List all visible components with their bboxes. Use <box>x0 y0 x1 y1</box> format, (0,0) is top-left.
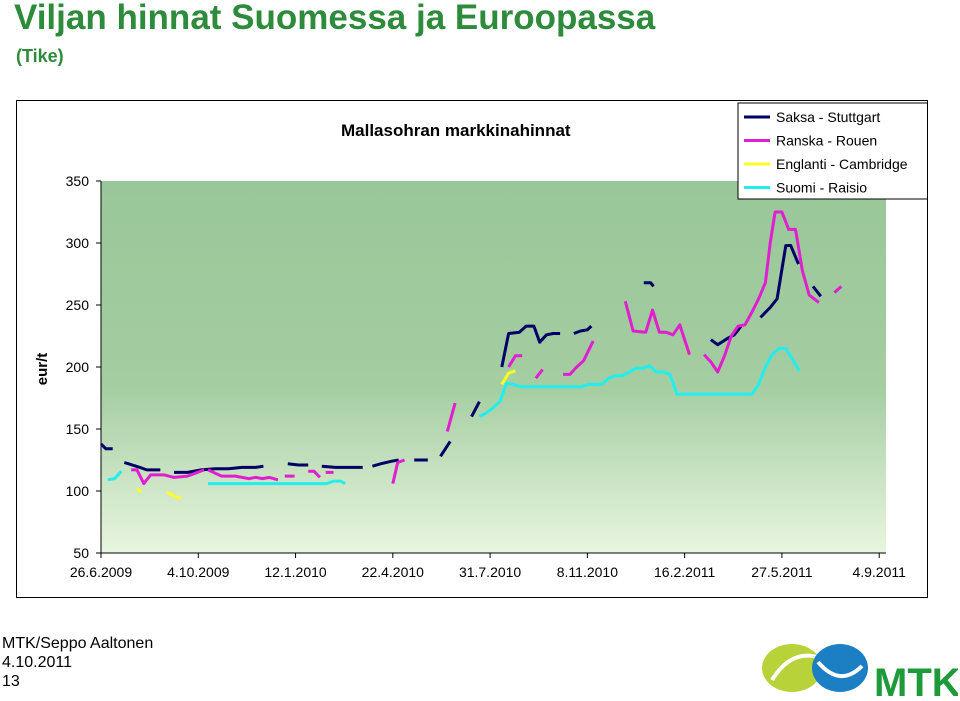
legend-box <box>737 102 927 200</box>
legend-entry: Englanti - Cambridge <box>776 156 908 172</box>
legend-entry: Suomi - Raisio <box>776 180 867 196</box>
series-line-segment <box>507 354 523 368</box>
x-tick-label: 22.4.2010 <box>362 564 424 580</box>
x-tick-label: 4.10.2009 <box>167 564 229 580</box>
series-line-segment <box>534 368 544 380</box>
series-line-segment <box>207 468 279 482</box>
series-line-segment <box>833 285 843 294</box>
y-tick-label: 200 <box>66 359 90 375</box>
x-tick-label: 4.9.2011 <box>852 564 906 580</box>
x-tick-label: 26.6.2009 <box>70 564 132 580</box>
series-line-segment <box>174 464 264 474</box>
legend-entry: Ranska - Rouen <box>776 133 877 149</box>
series-line-segment <box>107 470 123 482</box>
series-line-segment <box>470 401 481 418</box>
logo-text: MTK <box>874 661 958 700</box>
y-axis-label: eur/t <box>34 353 51 386</box>
series-line-segment <box>702 210 820 374</box>
series-line-segment <box>759 244 800 319</box>
slide-title: Viljan hinnat Suomessa ja Euroopassa <box>14 0 656 37</box>
slide-subtitle: (Tike) <box>16 46 64 66</box>
footer: MTK/Seppo Aaltonen 4.10.2011 13 <box>2 634 153 691</box>
y-tick-label: 250 <box>66 297 90 313</box>
y-tick-label: 150 <box>66 421 90 437</box>
series-line-segment <box>131 468 205 486</box>
series-line-segment <box>135 487 142 494</box>
plot-area <box>101 181 886 553</box>
x-tick-label: 12.1.2010 <box>264 564 326 580</box>
x-tick-label: 16.2.2011 <box>654 564 715 580</box>
series-line-segment <box>811 285 822 298</box>
series-ranska-rouen <box>131 210 843 486</box>
series-line-segment <box>391 458 406 484</box>
x-tick-label: 8.11.2010 <box>557 564 618 580</box>
series-line-segment <box>439 440 452 458</box>
series-suomi-raisio <box>107 346 801 486</box>
footer-author: MTK/Seppo Aaltonen <box>2 635 154 652</box>
chart-frame: 50 100 150 200 250 300 350 26.6.2009 4.10.2009 12… <box>16 100 928 598</box>
series-line-segment <box>99 442 113 451</box>
mtk-logo: MTK <box>762 644 958 700</box>
y-tick-label: 300 <box>66 235 90 251</box>
y-tick-label: 50 <box>73 545 89 561</box>
x-tick-label: 27.5.2011 <box>751 564 812 580</box>
footer-page-number: 13 <box>2 673 20 690</box>
series-line-segment <box>287 462 309 467</box>
chart: 50 100 150 200 250 300 350 26.6.2009 4.10.2009 12… <box>34 102 927 580</box>
y-tick-label: 350 <box>66 173 90 189</box>
footer-date: 4.10.2011 <box>2 654 72 671</box>
series-line-segment <box>208 479 346 486</box>
legend-entry: Saksa - Stuttgart <box>776 109 880 125</box>
series-englanti-cambridge <box>135 369 516 500</box>
series-line-segment <box>563 340 595 376</box>
series-line-segment <box>123 461 161 472</box>
series-line-segment <box>478 346 801 418</box>
logo-leaf-right-icon <box>812 644 868 692</box>
series-line-segment <box>500 369 516 386</box>
series-line-segment <box>643 281 655 288</box>
legend: Saksa - Stuttgart Ranska - Rouen Englanti … <box>737 102 927 200</box>
series-line-segment <box>623 300 691 356</box>
y-tick-label: 100 <box>66 483 90 499</box>
series-line-segment <box>500 324 561 368</box>
series-line-segment <box>445 402 457 432</box>
series-saksa-stuttgart <box>99 244 822 474</box>
chart-title: Mallasohran markkinahinnat <box>341 121 571 140</box>
series-line-segment <box>308 469 321 479</box>
series-line-segment <box>573 325 593 335</box>
series-line-segment <box>371 458 399 468</box>
series-line-segment <box>166 490 182 500</box>
series-line-segment <box>321 464 363 469</box>
logo-swoosh-2-icon <box>816 660 864 678</box>
x-tick-label: 31.7.2010 <box>459 564 521 580</box>
series-line-segment <box>710 325 743 347</box>
